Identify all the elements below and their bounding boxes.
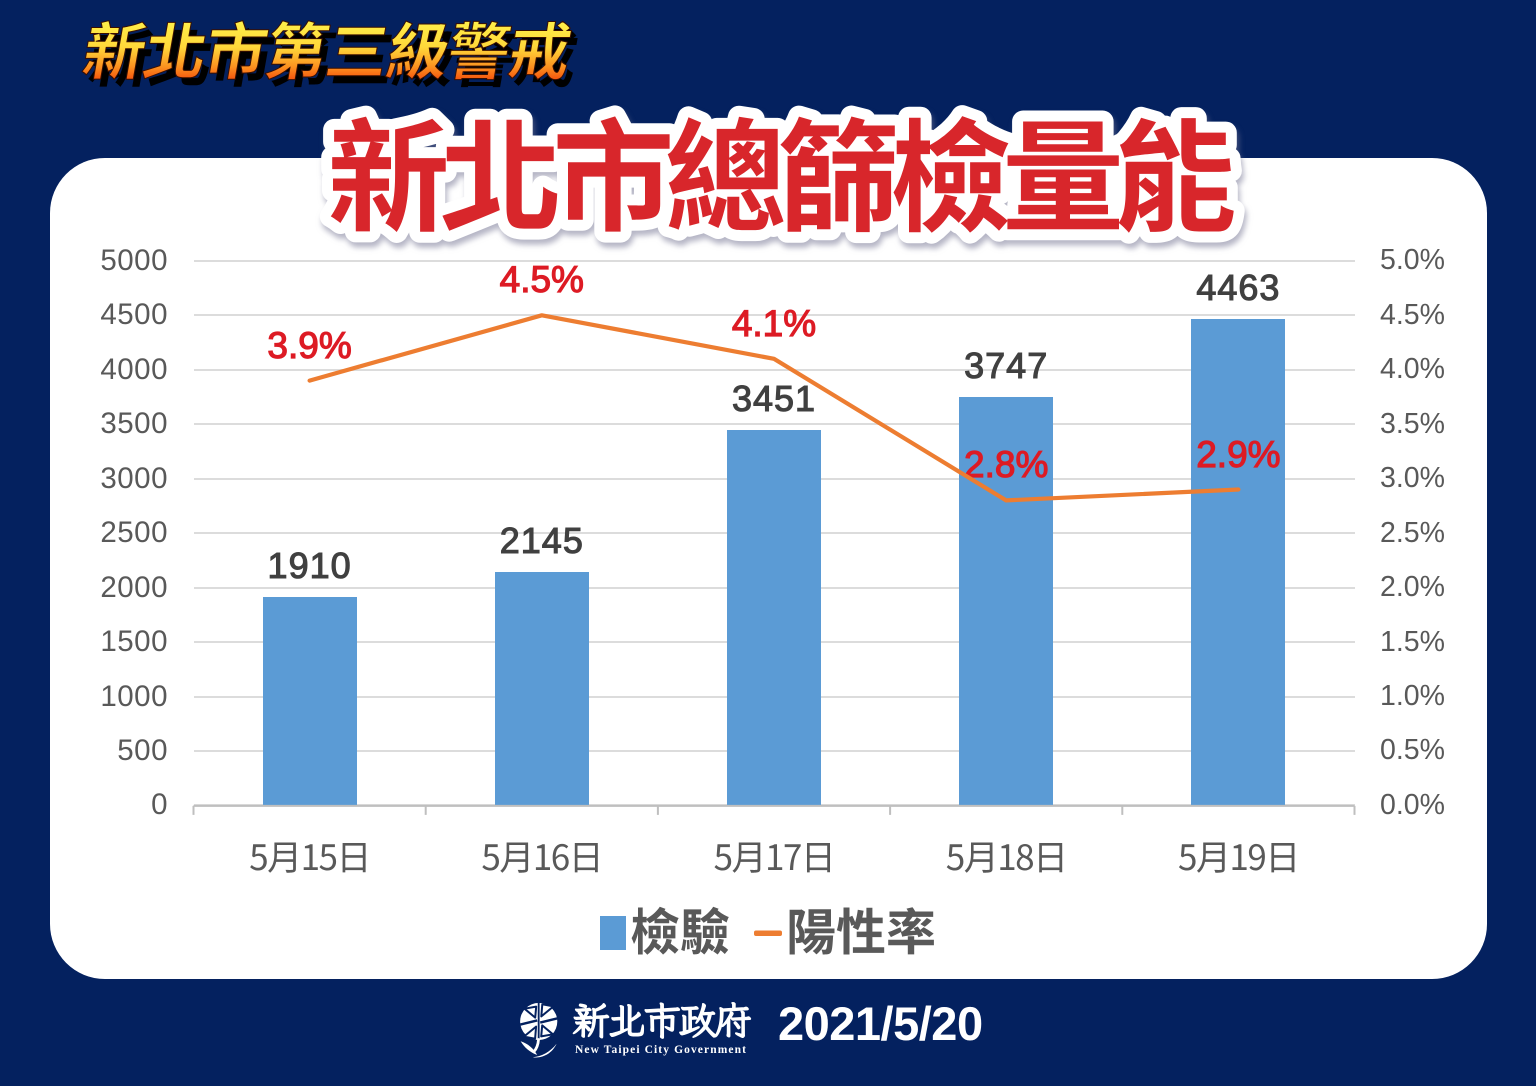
- svg-text:New Taipei City Government: New Taipei City Government: [575, 1044, 747, 1056]
- svg-text:2021/5/20: 2021/5/20: [778, 997, 983, 1050]
